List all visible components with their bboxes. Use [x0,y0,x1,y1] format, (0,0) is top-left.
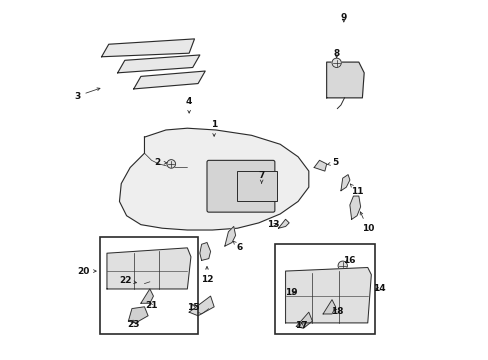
Polygon shape [313,160,326,171]
Polygon shape [128,307,148,323]
Text: 20: 20 [77,267,96,276]
Polygon shape [134,71,205,89]
Polygon shape [119,128,308,230]
Text: 6: 6 [233,241,243,252]
Text: 1: 1 [211,120,217,136]
Polygon shape [326,62,364,98]
Text: 12: 12 [201,266,213,284]
Text: 16: 16 [342,256,355,265]
Bar [100,237,198,334]
Text: 8: 8 [333,49,339,58]
Circle shape [331,58,341,67]
Polygon shape [323,300,335,314]
Text: 21: 21 [145,301,158,310]
Text: 11: 11 [349,184,363,196]
Polygon shape [141,289,153,303]
Circle shape [166,159,175,168]
Polygon shape [107,248,190,289]
Text: 9: 9 [340,13,346,22]
Text: 23: 23 [126,320,139,329]
Circle shape [337,261,346,270]
Polygon shape [278,219,288,228]
Text: 4: 4 [185,97,192,113]
Text: 15: 15 [186,303,199,312]
Text: 2: 2 [154,158,166,167]
Text: 3: 3 [74,88,100,100]
Text: 18: 18 [330,307,343,316]
Text: 19: 19 [284,288,297,297]
Text: 14: 14 [372,284,385,293]
FancyBboxPatch shape [237,171,276,202]
Text: 10: 10 [360,212,373,233]
FancyBboxPatch shape [206,160,274,212]
Polygon shape [285,267,370,323]
Text: 5: 5 [326,158,338,167]
Polygon shape [102,39,194,57]
Bar [274,244,374,334]
Polygon shape [118,55,200,73]
Text: 7: 7 [258,171,264,183]
Polygon shape [296,312,312,328]
Text: 17: 17 [295,321,307,330]
Polygon shape [340,175,349,191]
Polygon shape [200,243,210,260]
Polygon shape [349,196,360,219]
Polygon shape [224,226,235,246]
Polygon shape [189,296,214,316]
Text: 22: 22 [120,276,136,285]
Circle shape [138,279,147,288]
Text: 13: 13 [266,220,279,229]
